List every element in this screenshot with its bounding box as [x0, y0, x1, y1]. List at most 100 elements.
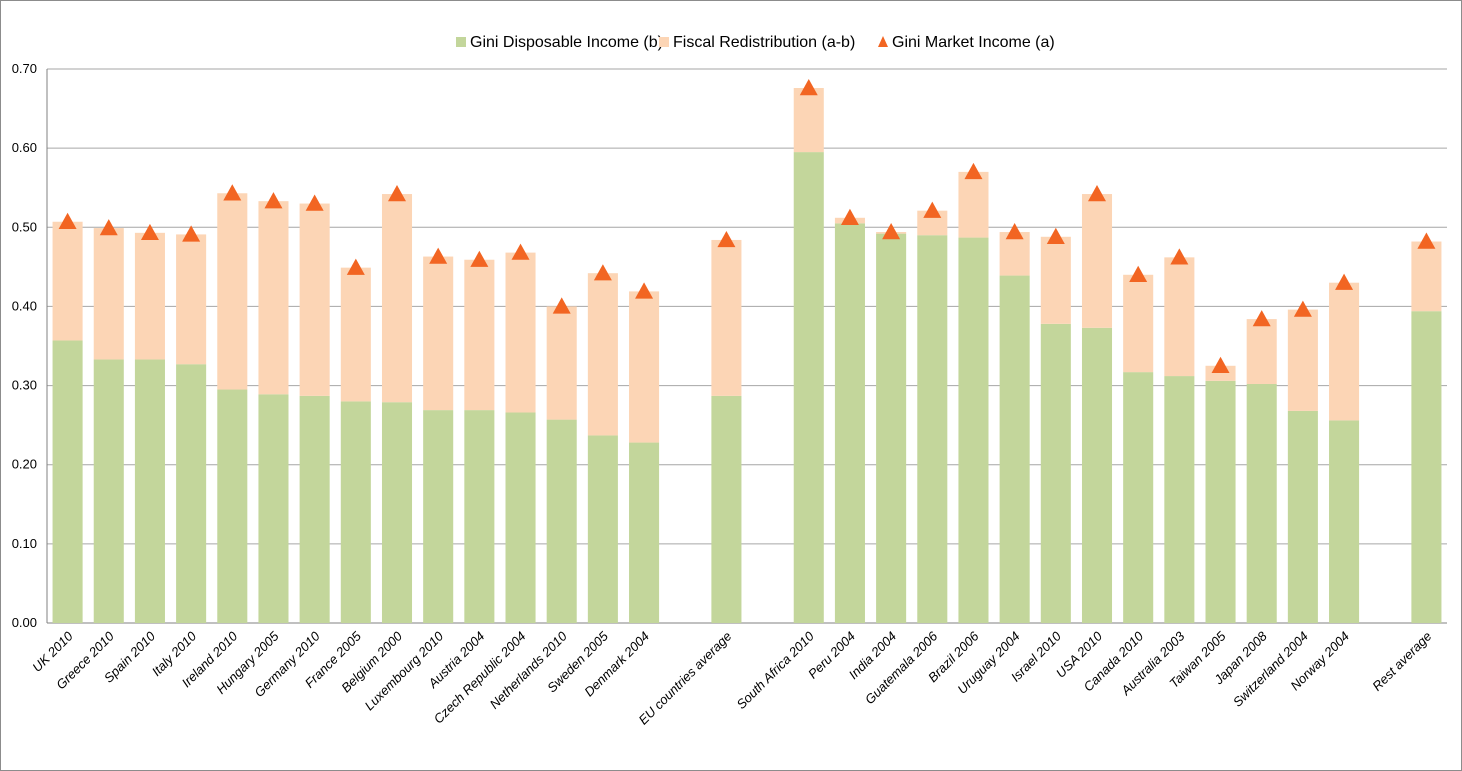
gridlines	[47, 68, 1447, 624]
bar-disposable-income	[1287, 410, 1318, 623]
market-income-marker	[429, 247, 448, 264]
bar-disposable-income	[1040, 323, 1071, 623]
bar-fiscal-redistribution	[381, 194, 413, 403]
bar-disposable-income	[711, 395, 742, 623]
legend-label: Gini Disposable Income (b)	[470, 34, 663, 51]
y-tick-label: 0.10	[12, 536, 37, 551]
bar-disposable-income	[381, 402, 413, 623]
market-income-marker	[511, 243, 530, 260]
bar-fiscal-redistribution	[587, 273, 618, 436]
y-tick-label: 0.40	[12, 298, 37, 313]
bar-fiscal-redistribution	[1123, 274, 1154, 373]
bar-fiscal-redistribution	[711, 239, 742, 396]
legend-swatch	[659, 37, 669, 47]
bar-fiscal-redistribution	[217, 193, 248, 390]
bar-disposable-income	[423, 410, 454, 623]
bar-disposable-income	[176, 364, 207, 623]
market-income-marker	[1088, 185, 1106, 202]
bar-disposable-income	[1411, 311, 1442, 623]
market-income-marker	[964, 162, 983, 180]
market-income-marker	[635, 282, 654, 299]
bar-fiscal-redistribution	[176, 234, 207, 365]
market-income-marker	[923, 201, 942, 218]
bar-disposable-income	[1205, 380, 1236, 623]
bar-fiscal-redistribution	[958, 171, 989, 238]
bar-disposable-income	[134, 359, 165, 623]
bar-disposable-income	[464, 410, 495, 623]
bar-fiscal-redistribution	[1081, 194, 1113, 328]
bar-fiscal-redistribution	[1287, 309, 1318, 411]
bar-disposable-income	[1329, 420, 1360, 623]
market-income-marker	[140, 223, 159, 241]
bar-disposable-income	[629, 442, 660, 623]
legend-label: Fiscal Redistribution (a-b)	[673, 34, 855, 51]
market-income-marker	[717, 230, 736, 248]
market-income-marker	[1005, 223, 1024, 240]
market-income-marker	[305, 194, 324, 211]
bar-fiscal-redistribution	[52, 221, 83, 341]
bar-fiscal-redistribution	[134, 232, 165, 360]
bar-disposable-income	[1123, 372, 1154, 623]
bar-disposable-income	[917, 235, 948, 623]
market-income-marker	[1170, 248, 1189, 265]
market-income-marker	[1211, 356, 1230, 373]
market-income-marker	[1129, 265, 1148, 282]
bars	[52, 87, 1442, 624]
bar-disposable-income	[52, 340, 83, 623]
bar-fiscal-redistribution	[629, 291, 660, 443]
bar-fiscal-redistribution	[1040, 236, 1071, 324]
y-tick-label: 0.50	[12, 219, 37, 234]
bar-fiscal-redistribution	[258, 201, 289, 395]
legend: Gini Disposable Income (b) Fiscal Redistr…	[456, 34, 1055, 51]
market-income-marker	[1293, 300, 1312, 317]
bar-fiscal-redistribution	[93, 228, 124, 360]
market-income-marker	[264, 192, 283, 209]
bar-disposable-income	[1081, 327, 1113, 623]
bar-fiscal-redistribution	[1246, 319, 1277, 384]
market-income-marker	[182, 225, 201, 242]
bar-fiscal-redistribution	[999, 232, 1030, 276]
bar-disposable-income	[299, 395, 330, 623]
bar-fiscal-redistribution	[1411, 241, 1442, 312]
bar-fiscal-redistribution	[340, 267, 371, 402]
bar-disposable-income	[876, 233, 907, 624]
legend-swatch	[878, 36, 888, 47]
market-income-marker	[552, 297, 571, 314]
bar-disposable-income	[999, 275, 1030, 623]
market-income-marker	[223, 184, 242, 201]
market-income-marker	[346, 258, 365, 275]
market-income-marker	[58, 212, 77, 229]
bar-disposable-income	[340, 401, 371, 623]
bar-disposable-income	[958, 237, 989, 623]
bar-disposable-income	[505, 412, 536, 623]
market-income-marker	[1252, 310, 1271, 327]
y-axis: 0.00 0.10 0.20 0.30 0.40 0.50 0.60 0.70	[12, 61, 48, 630]
bar-fiscal-redistribution	[505, 252, 536, 413]
bar-fiscal-redistribution	[1329, 282, 1360, 421]
bar-disposable-income	[1246, 383, 1277, 623]
market-income-marker	[593, 264, 612, 281]
y-tick-label: 0.20	[12, 457, 37, 472]
legend-label: Gini Market Income (a)	[892, 34, 1055, 51]
market-income-marker	[470, 250, 489, 267]
bar-fiscal-redistribution	[793, 87, 824, 153]
y-tick-label: 0.30	[12, 378, 37, 393]
bar-fiscal-redistribution	[546, 306, 577, 420]
bar-fiscal-redistribution	[299, 203, 330, 396]
y-tick-label: 0.00	[12, 615, 37, 630]
bar-fiscal-redistribution	[423, 256, 454, 411]
market-income-marker	[799, 78, 818, 96]
x-tick-label: Switzerland 2004	[1230, 629, 1311, 710]
market-income-marker	[1046, 227, 1065, 244]
x-tick-label: EU countries average	[636, 629, 735, 728]
bar-disposable-income	[546, 419, 577, 623]
market-income-marker	[388, 185, 406, 202]
bar-disposable-income	[258, 394, 289, 623]
market-income-marker	[1335, 273, 1354, 290]
bar-fiscal-redistribution	[464, 259, 495, 411]
market-income-marker	[882, 223, 901, 240]
bar-disposable-income	[1164, 376, 1195, 623]
